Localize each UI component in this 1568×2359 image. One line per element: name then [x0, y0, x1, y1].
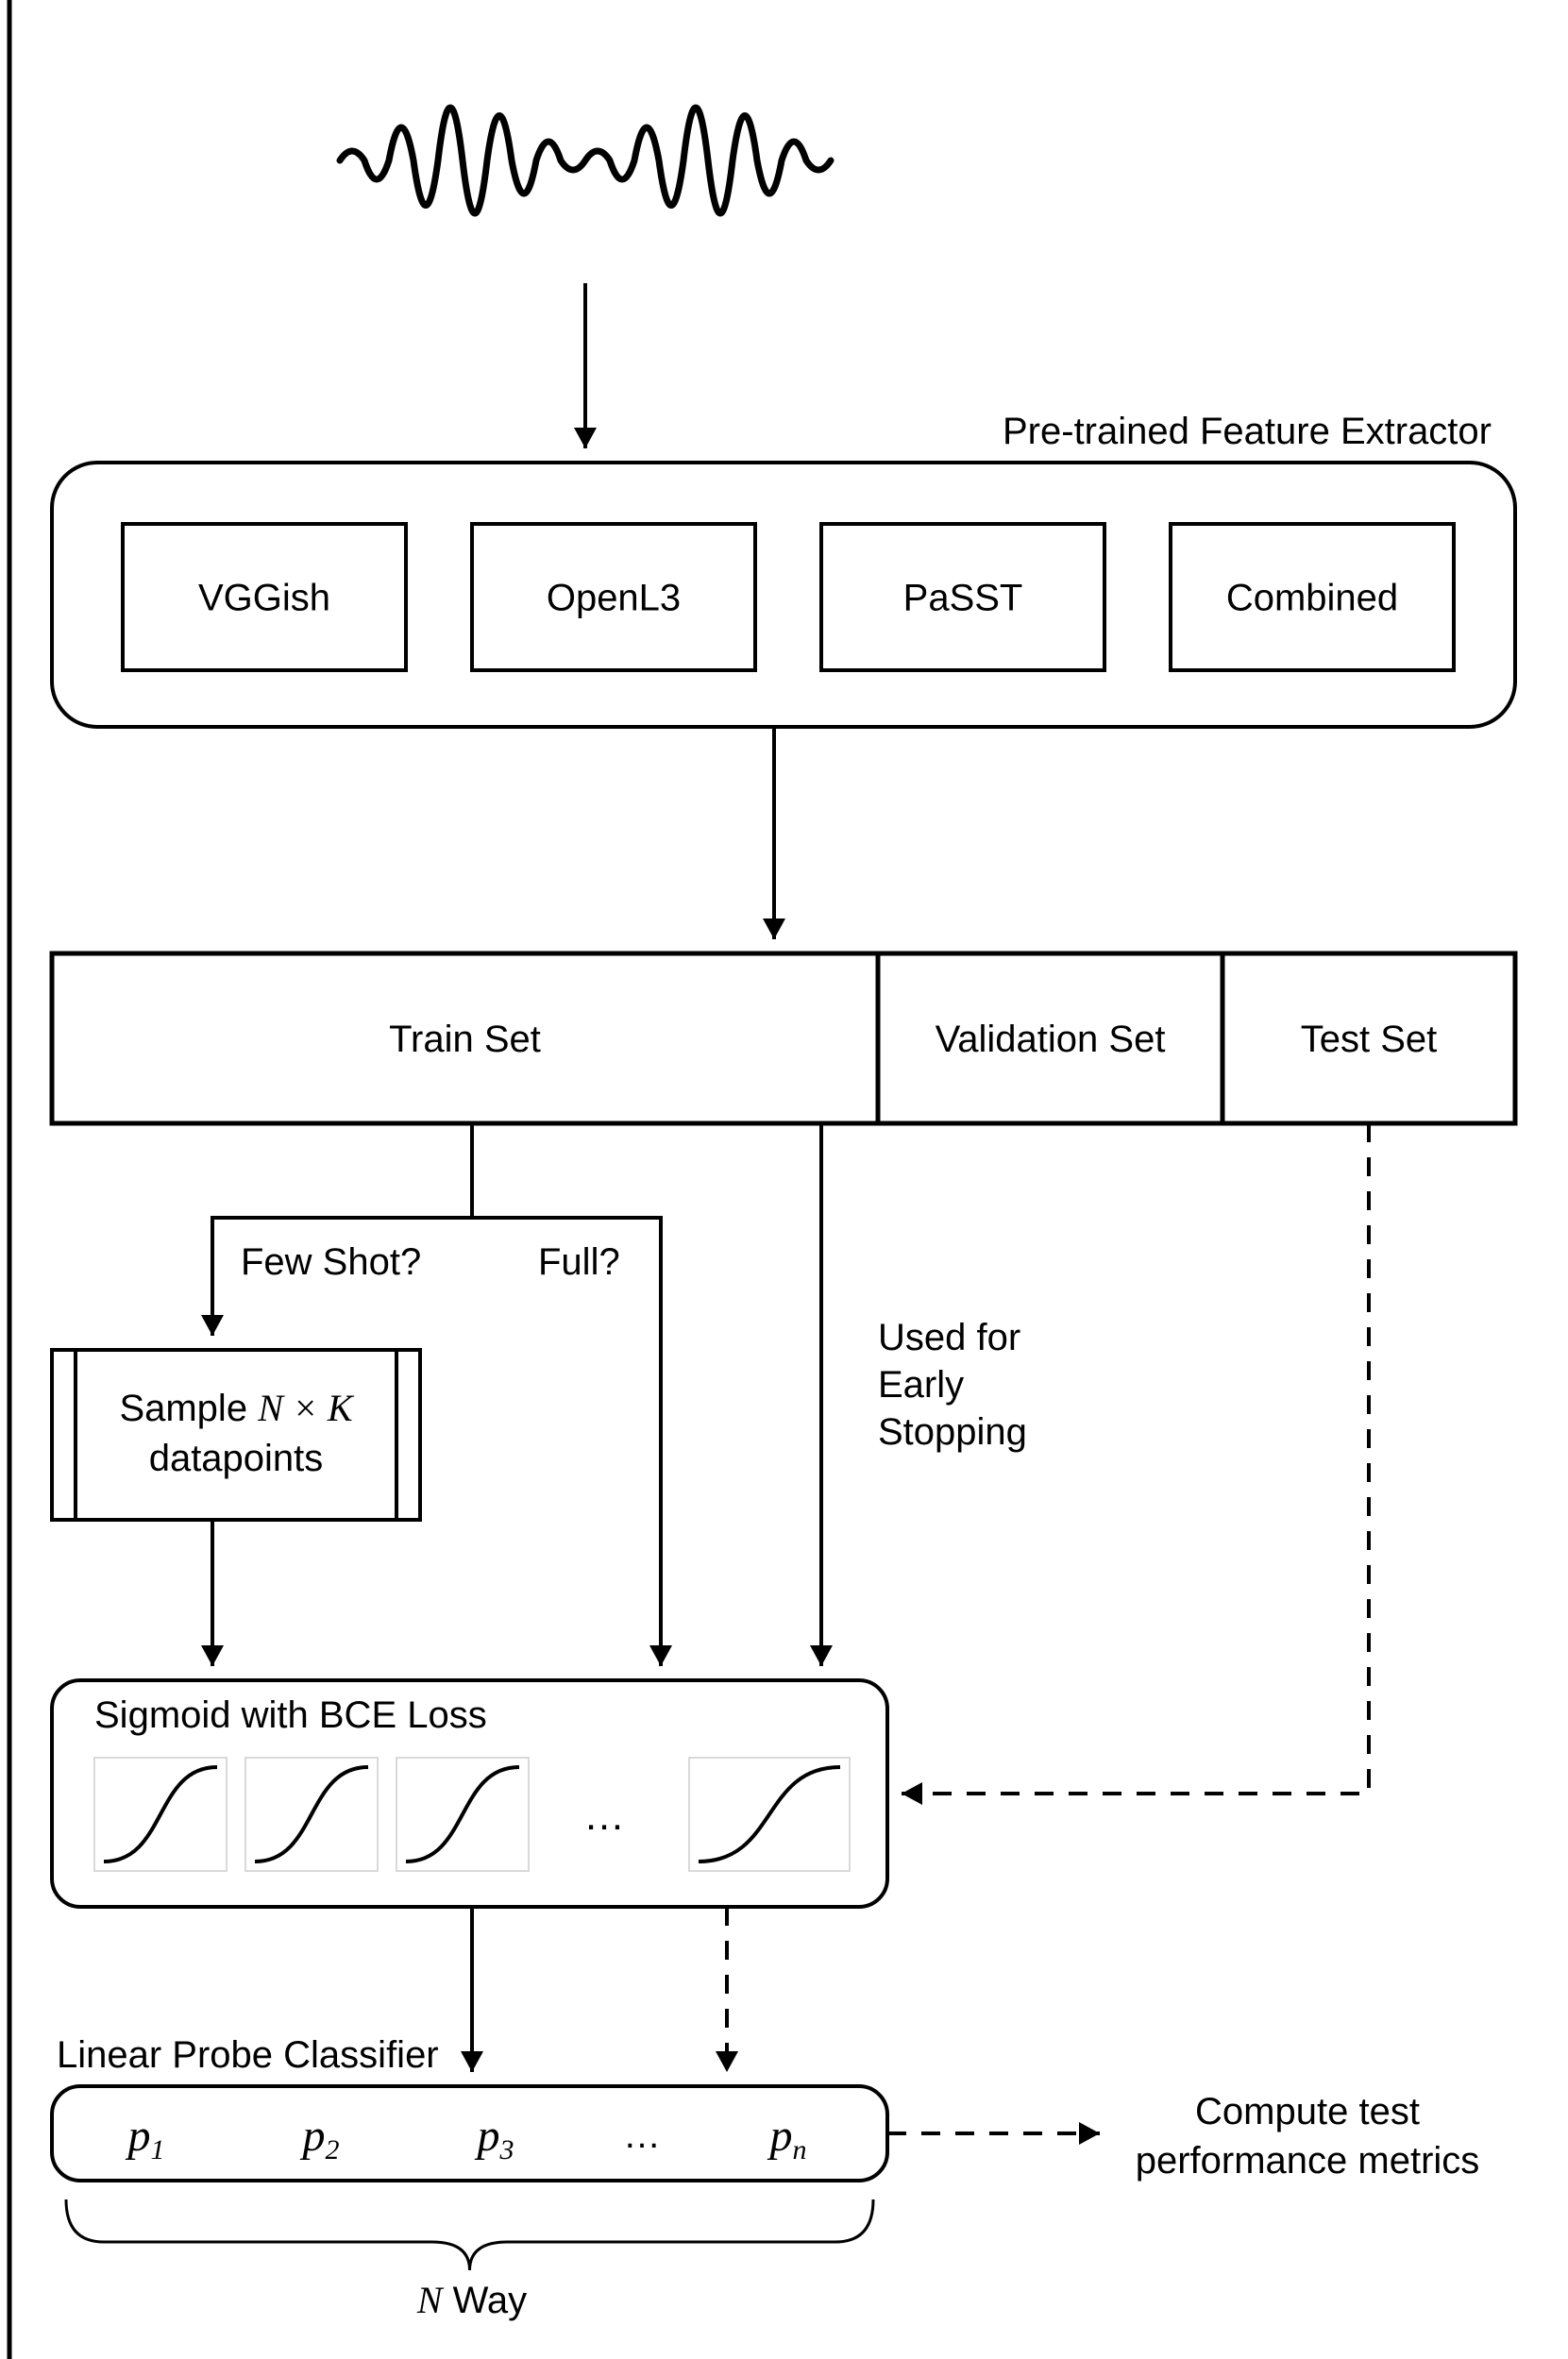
- brace-icon: [66, 2199, 873, 2270]
- dataset-cell-label: Test Set: [1301, 1019, 1438, 1060]
- feature-extractor-box-label: VGGish: [198, 578, 330, 619]
- dataset-cell-label: Train Set: [389, 1019, 541, 1060]
- probe-block: [52, 2086, 887, 2181]
- compute-metrics-label: Compute test: [1195, 2091, 1420, 2132]
- few-shot-label: Few Shot?: [241, 1241, 421, 1283]
- svg-text:…: …: [583, 1793, 625, 1839]
- linear-probe-label: Linear Probe Classifier: [57, 2034, 439, 2076]
- sigmoid-block-title: Sigmoid with BCE Loss: [94, 1694, 487, 1736]
- sample-box: [52, 1350, 420, 1520]
- datasets-container: [52, 953, 1515, 1123]
- sample-box-line2: datapoints: [149, 1438, 324, 1479]
- svg-text:…: …: [623, 2115, 661, 2156]
- early-stopping-label: Stopping: [878, 1411, 1027, 1453]
- waveform-icon: [340, 108, 831, 213]
- feature-extractor-box-label: PaSST: [903, 578, 1023, 619]
- dataset-cell-label: Validation Set: [936, 1019, 1166, 1060]
- compute-metrics-label: performance metrics: [1136, 2140, 1480, 2182]
- n-way-label: N Way: [416, 2279, 527, 2321]
- early-stopping-label: Early: [878, 1364, 964, 1406]
- full-label: Full?: [538, 1241, 620, 1283]
- feature-extractor-box-label: OpenL3: [547, 578, 681, 619]
- early-stopping-label: Used for: [878, 1317, 1020, 1358]
- feature-extractor-box-label: Combined: [1226, 578, 1398, 619]
- feature-extractor-title: Pre-trained Feature Extractor: [1003, 411, 1492, 452]
- sample-box-line1: Sample N × K: [119, 1387, 354, 1429]
